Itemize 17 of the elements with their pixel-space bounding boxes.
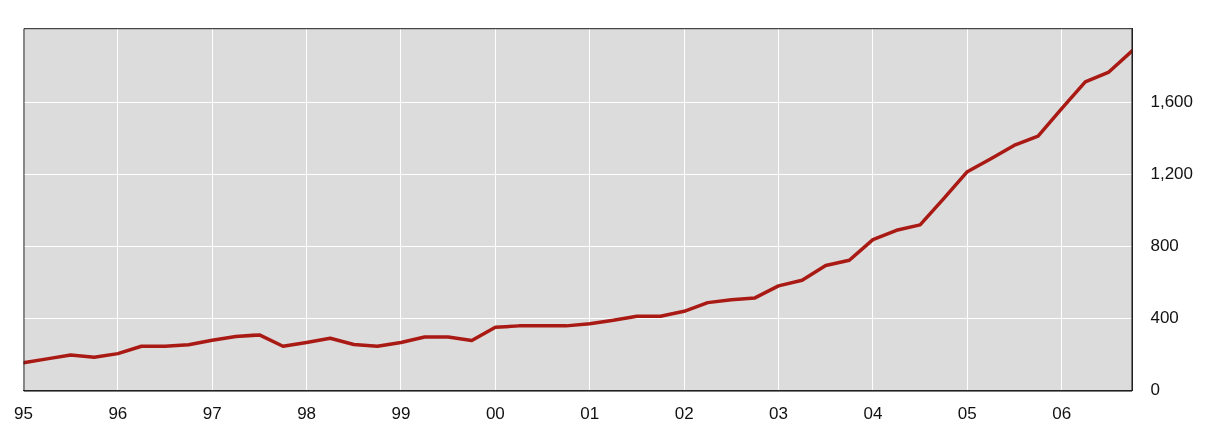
x-tick-label: 99 bbox=[391, 404, 411, 424]
x-tick-label: 02 bbox=[674, 404, 694, 424]
y-tick-label: 1,600 bbox=[1150, 91, 1194, 111]
x-tick-label: 95 bbox=[13, 404, 33, 424]
x-tick-label: 06 bbox=[1052, 404, 1072, 424]
y-tick-label: 0 bbox=[1150, 380, 1160, 400]
y-tick-label: 800 bbox=[1150, 236, 1179, 256]
x-tick-label: 98 bbox=[297, 404, 317, 424]
x-tick-label: 01 bbox=[580, 404, 600, 424]
x-tick-label: 97 bbox=[202, 404, 222, 424]
x-tick-label: 04 bbox=[863, 404, 883, 424]
x-tick-label: 05 bbox=[957, 404, 977, 424]
x-tick-label: 96 bbox=[108, 404, 128, 424]
x-tick-label: 03 bbox=[769, 404, 788, 424]
x-tick-label: 00 bbox=[485, 404, 505, 424]
y-tick-label: 400 bbox=[1150, 308, 1179, 328]
y-tick-label: 1,200 bbox=[1150, 163, 1194, 183]
